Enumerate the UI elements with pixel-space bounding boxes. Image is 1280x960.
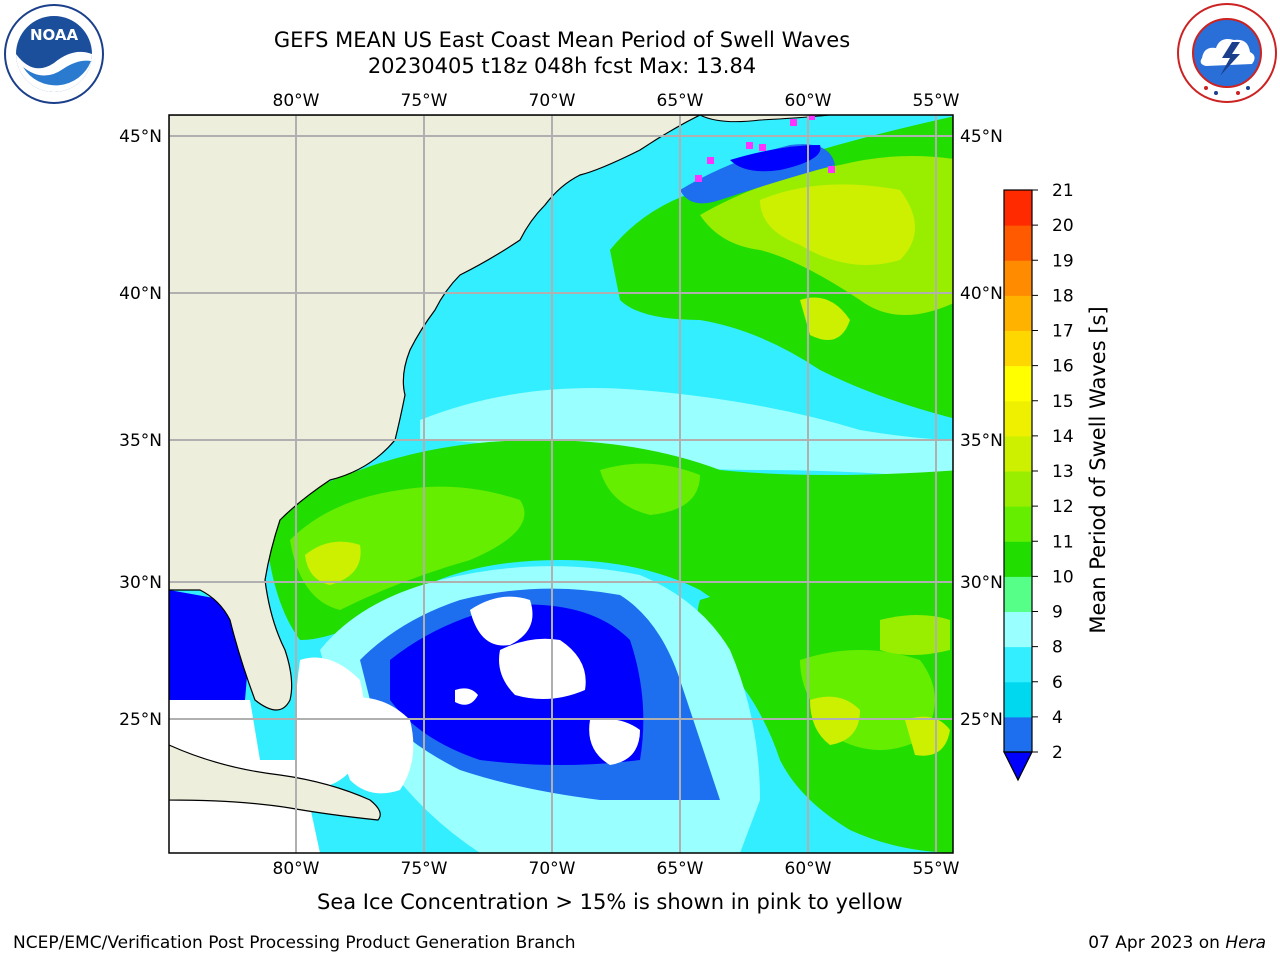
lat-label-left: 35°N [119,431,162,451]
lon-label-bottom: 75°W [401,859,448,879]
colorbar-segment [1004,190,1032,226]
colorbar-segment [1004,576,1032,612]
lon-label-top: 55°W [913,91,960,111]
lon-label-bottom: 80°W [273,859,320,879]
footer-date-text: 07 Apr 2023 on [1088,933,1226,953]
lat-label-left: 45°N [119,127,162,147]
colorbar-segment [1004,646,1032,683]
colorbar-segment [1004,541,1032,577]
lat-label-left: 40°N [119,284,162,304]
colorbar-tick-label: 15 [1052,392,1074,412]
colorbar-tick-label: 21 [1052,181,1074,201]
sea-ice-caption: Sea Ice Concentration > 15% is shown in … [317,890,903,914]
colorbar-tick-label: 19 [1052,251,1074,271]
colorbar-tick-label: 14 [1052,427,1074,447]
colorbar-segment [1004,260,1032,296]
lon-label-bottom: 55°W [913,859,960,879]
lat-label-right: 25°N [960,710,1003,730]
colorbar: 2 4 6 8 9 10 11 12 13 14 15 16 17 18 19 20 21 [1003,181,1074,782]
colorbar-tick-label: 13 [1052,462,1074,482]
colorbar-tick-label: 10 [1052,567,1074,587]
colorbar-tick-label: 17 [1052,322,1074,342]
lon-label-bottom: 65°W [657,859,704,879]
colorbar-segment [1004,471,1032,507]
lon-label-top: 70°W [529,91,576,111]
lon-label-bottom: 60°W [785,859,832,879]
colorbar-segment [1004,681,1032,718]
longitude-labels-bottom: 80°W 75°W 70°W 65°W 60°W 55°W [273,859,960,879]
colorbar-segment [1004,295,1032,331]
lat-label-right: 40°N [960,284,1003,304]
colorbar-tick-label: 16 [1052,357,1074,377]
footer-credit: NCEP/EMC/Verification Post Processing Pr… [13,933,576,953]
colorbar-segment [1004,225,1032,261]
colorbar-tick-label: 6 [1052,673,1063,693]
lat-label-left: 25°N [119,710,162,730]
latitude-labels-right: 45°N 40°N 35°N 30°N 25°N [960,127,1003,730]
colorbar-tick-label: 9 [1052,603,1063,623]
latitude-labels-left: 45°N 40°N 35°N 30°N 25°N [119,127,162,730]
colorbar-title: Mean Period of Swell Waves [s] [1086,306,1110,634]
map-frame [168,114,954,854]
svg-text:NOAA: NOAA [30,26,79,44]
lat-label-right: 35°N [960,431,1003,451]
colorbar-segment [1004,506,1032,542]
colorbar-tick-label: 4 [1052,708,1063,728]
lat-label-left: 30°N [119,573,162,593]
colorbar-segment [1004,400,1032,437]
colorbar-tick-label: 20 [1052,216,1074,236]
lon-label-top: 60°W [785,91,832,111]
colorbar-segment [1004,365,1032,402]
lon-label-top: 65°W [657,91,704,111]
lat-label-right: 30°N [960,573,1003,593]
colorbar-tick-label: 2 [1052,743,1063,763]
noaa-logo: NOAA [4,4,104,104]
colorbar-tick-label: 12 [1052,497,1074,517]
lon-label-top: 75°W [401,91,448,111]
colorbar-segment [1004,611,1032,648]
sea-ice-markers [695,115,835,182]
lon-label-bottom: 70°W [529,859,576,879]
colorbar-segment [1004,716,1032,753]
colorbar-tick-label: 8 [1052,638,1063,658]
lon-label-top: 80°W [273,91,320,111]
colorbar-segment [1004,330,1032,367]
chart-title: GEFS MEAN US East Coast Mean Period of S… [273,28,851,52]
chart-subtitle: 20230405 t18z 048h fcst Max: 13.84 [367,54,757,78]
graticule [169,115,953,853]
colorbar-tick-label: 18 [1052,286,1074,306]
longitude-labels-top: 80°W 75°W 70°W 65°W 60°W 55°W [273,91,960,111]
colorbar-under-triangle [1003,751,1033,782]
lat-label-right: 45°N [960,127,1003,147]
nws-logo [1177,3,1277,103]
colorbar-segment [1004,435,1032,472]
colorbar-tick-label: 11 [1052,532,1074,552]
footer-host: Hera [1225,933,1266,953]
footer-date: 07 Apr 2023 on Hera [1088,933,1266,953]
